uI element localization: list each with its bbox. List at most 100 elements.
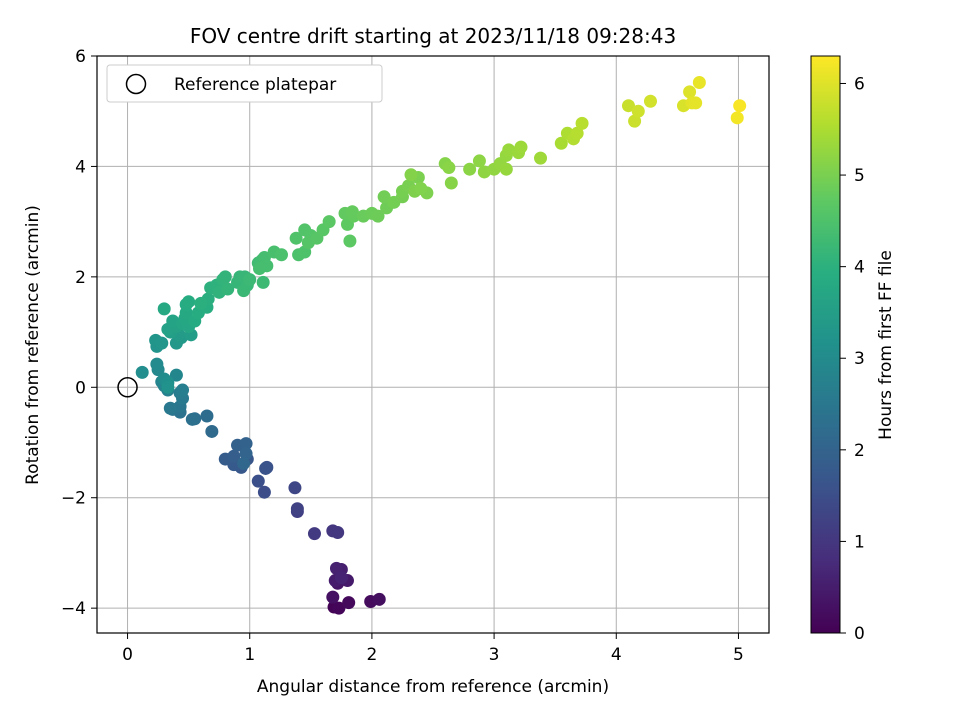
data-point — [237, 284, 251, 298]
colorbar-tick-label: 5 — [854, 166, 865, 186]
data-point — [643, 94, 657, 108]
data-point — [227, 449, 241, 463]
colorbar-label: Hours from first FF file — [876, 250, 896, 440]
y-tick-label: 0 — [75, 378, 86, 398]
data-point — [237, 456, 251, 470]
y-tick-label: 6 — [75, 47, 86, 67]
plot-frame — [96, 55, 770, 634]
data-point — [253, 262, 267, 276]
colorbar-tick-label: 4 — [854, 258, 865, 278]
x-axis-ticks: 0 1 2 3 4 5 — [122, 633, 744, 665]
data-point — [257, 485, 271, 499]
data-point — [733, 99, 747, 113]
legend-marker — [125, 73, 147, 95]
data-point — [332, 601, 346, 615]
data-point — [274, 248, 288, 262]
data-point — [307, 527, 321, 541]
data-point — [404, 168, 418, 182]
data-point — [155, 336, 169, 350]
data-point — [499, 162, 513, 176]
data-point — [150, 357, 164, 371]
chart-title: FOV centre drift starting at 2023/11/18 … — [190, 24, 676, 48]
colorbar-tick-label: 0 — [854, 624, 865, 644]
legend-box — [106, 64, 383, 103]
x-tick-label: 0 — [122, 645, 133, 665]
y-tick-label: −4 — [61, 599, 86, 619]
data-point — [414, 182, 428, 196]
y-tick-label: −2 — [61, 489, 86, 509]
data-point — [182, 295, 196, 309]
data-point — [259, 461, 273, 475]
data-point — [157, 302, 171, 316]
data-point — [554, 136, 568, 150]
data-point — [334, 571, 348, 585]
scatter-points — [135, 76, 747, 615]
data-point — [372, 592, 386, 606]
data-point — [322, 215, 336, 229]
colorbar-tick-label: 6 — [854, 74, 865, 94]
data-point — [251, 474, 265, 488]
data-point — [371, 209, 385, 223]
data-point — [477, 165, 491, 179]
data-point — [135, 365, 149, 379]
data-point — [621, 99, 635, 113]
reference-point-marker — [117, 377, 138, 398]
data-point — [194, 296, 208, 310]
data-point — [444, 176, 458, 190]
data-point — [345, 205, 359, 219]
data-point — [218, 270, 232, 284]
x-tick-label: 1 — [244, 645, 255, 665]
data-point — [239, 447, 253, 461]
data-point — [377, 190, 391, 204]
data-point — [221, 282, 235, 296]
data-point — [683, 85, 697, 99]
colorbar-tick-label: 2 — [854, 441, 865, 461]
colorbar-ticks: 0 1 2 3 4 5 6 — [840, 74, 865, 644]
data-point — [570, 126, 584, 140]
data-point — [169, 368, 183, 382]
data-point — [288, 481, 302, 495]
data-point — [239, 437, 253, 451]
x-tick-label: 3 — [489, 645, 500, 665]
data-point — [176, 383, 190, 397]
data-point — [200, 409, 214, 423]
data-point — [161, 380, 175, 394]
colorbar-gradient — [810, 55, 841, 634]
data-point — [730, 111, 744, 125]
y-axis-label: Rotation from reference (arcmin) — [23, 205, 43, 485]
x-tick-label: 4 — [611, 645, 622, 665]
data-point — [289, 231, 303, 245]
data-point — [290, 502, 304, 516]
data-point — [472, 154, 486, 168]
x-axis-label: Angular distance from reference (arcmin) — [257, 677, 609, 697]
x-tick-label: 5 — [733, 645, 744, 665]
data-point — [689, 96, 703, 110]
colorbar: 0 1 2 3 4 5 6 Hours from first FF file — [810, 55, 896, 644]
data-point — [342, 596, 356, 610]
x-tick-label: 2 — [366, 645, 377, 665]
data-point — [166, 314, 180, 328]
data-point — [343, 234, 357, 248]
data-point — [185, 412, 199, 426]
data-point — [256, 275, 270, 289]
grid — [97, 55, 769, 633]
data-point — [163, 401, 177, 415]
data-point — [331, 526, 345, 540]
data-point — [692, 76, 706, 90]
y-tick-label: 4 — [75, 157, 86, 177]
y-tick-label: 2 — [75, 268, 86, 288]
data-point — [631, 104, 645, 118]
legend-label: Reference platepar — [174, 75, 336, 95]
data-point — [628, 114, 642, 128]
data-point — [514, 140, 528, 154]
data-point — [502, 143, 516, 157]
data-point — [205, 424, 219, 438]
data-point — [534, 151, 548, 165]
colorbar-tick-label: 1 — [854, 532, 865, 552]
colorbar-tick-label: 3 — [854, 349, 865, 369]
data-point — [442, 161, 456, 175]
data-point — [243, 273, 257, 287]
data-point — [463, 162, 477, 176]
legend: Reference platepar — [106, 64, 383, 103]
